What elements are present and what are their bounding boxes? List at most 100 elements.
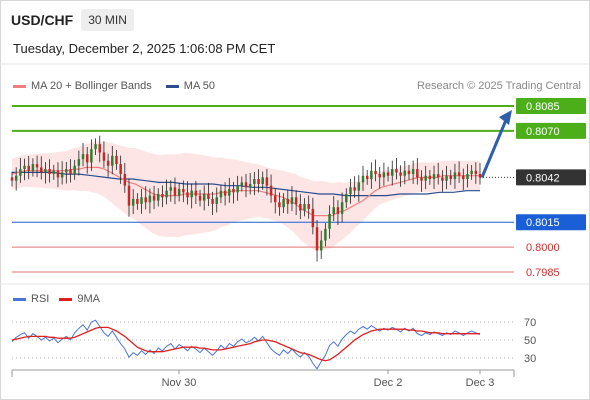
candle-body [119,164,122,175]
candle-body [307,203,310,209]
candle-body [102,152,106,161]
interval-button[interactable]: 30 MIN [81,9,134,31]
candle-body [131,198,135,206]
candle-body [416,169,419,178]
candle-body [269,185,273,196]
candle-body [198,195,202,201]
candle-body [286,198,290,204]
candle [244,173,248,198]
candle [269,174,273,203]
candle-body [420,177,423,181]
candle-body [232,189,235,193]
candle [236,175,239,201]
price-level-label: 0.8070 [526,126,560,138]
candle [365,169,369,185]
candle-body [436,174,440,178]
research-credit: Research © 2025 Trading Central [416,80,581,92]
candle-body [223,190,227,196]
candle-body [457,172,461,176]
rsi-9ma-line [11,326,480,362]
candle [428,169,432,185]
candle [23,158,26,181]
price-level-label: 0.8085 [526,101,560,113]
price-level-tag [516,98,586,114]
candle [123,162,127,193]
legend-label: MA 20 + Bollinger Bands [31,80,152,92]
candle-body [73,165,76,175]
candle [278,192,281,216]
legend-item-rsi: RSI [13,293,49,305]
candle-body [60,172,64,178]
candle [395,157,398,180]
candle-body [290,197,294,204]
candle-body [340,202,344,214]
candle [98,135,101,163]
candle-body [85,154,89,163]
candle [90,139,93,171]
candle [416,157,419,185]
candle [140,188,143,214]
candle [378,166,381,189]
candle [94,138,97,155]
candle [303,198,306,217]
candle-body [466,174,469,180]
candle-body [248,184,252,188]
x-tick-label: Nov 30 [162,377,197,389]
candle [148,188,152,214]
candle-body [52,170,56,175]
candle-body [370,170,373,180]
candle [228,177,231,203]
candle [462,168,465,191]
candle [73,159,76,180]
candle-body [311,208,315,228]
candle [232,181,235,204]
candle [131,189,135,215]
candle [85,147,89,174]
candle [307,195,310,219]
candle-body [207,193,210,199]
price-level-tag [516,214,586,231]
chart-header: USD/CHF 30 MIN [11,9,134,31]
candle [286,190,290,214]
candle [382,162,386,186]
candle [77,150,81,176]
candle-body [215,197,218,204]
candle-body [56,170,60,178]
candle-body [257,179,260,185]
candle [253,171,256,196]
candle [202,185,206,211]
candle [407,164,411,180]
candle-body [378,174,381,178]
candle [445,165,448,190]
legend-swatch-ma20 [13,84,26,88]
symbol-label: USD/CHF [11,12,74,28]
candle [420,170,423,192]
candle-body [336,207,340,214]
candle [69,159,72,183]
candle-body [182,189,185,193]
candle-body [403,170,407,176]
candle [466,164,469,188]
price-level-tag [516,122,586,139]
candle [190,183,193,209]
candle-body [399,172,402,176]
candle [474,162,478,184]
candle [52,164,56,180]
candle-body [386,172,390,176]
candle [111,146,114,175]
candle [194,180,198,205]
candle-body [278,202,281,208]
candle-body [265,177,269,186]
candle-body [48,169,51,175]
candle [182,180,185,203]
candle [411,160,415,184]
candle-body [349,187,352,194]
candle [361,165,365,191]
candle [169,180,173,202]
candle-body [194,190,198,196]
candle-body [148,195,152,203]
candle-body [177,189,181,196]
price-legend: MA 20 + Bollinger Bands MA 50 [13,80,223,92]
candle [403,160,407,185]
candle-body [115,155,118,165]
